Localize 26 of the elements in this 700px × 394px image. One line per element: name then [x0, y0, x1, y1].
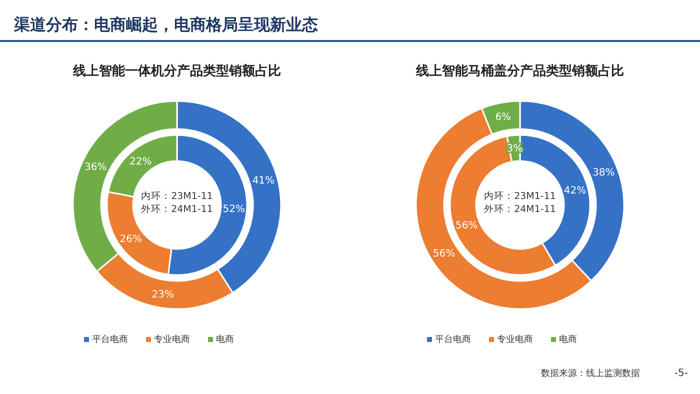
text: 外环：24M1-11	[141, 204, 213, 215]
data-label: 41%	[252, 175, 275, 186]
data-label: 26%	[120, 234, 142, 246]
data-label: 56%	[432, 248, 456, 260]
text: 渠道分布：电商崛起，电商格局呈现新业态	[13, 15, 318, 34]
text: 外环：24M1-11	[484, 204, 556, 215]
data-label: 42%	[564, 186, 586, 197]
legend-label: 专业电商	[497, 334, 533, 345]
data-label: 6%	[495, 112, 512, 124]
legend-label: 平台电商	[92, 334, 128, 345]
data-label: 56%	[455, 220, 478, 232]
data-label: 38%	[592, 167, 615, 178]
legend-label: 电商	[216, 334, 234, 345]
text: -5-	[674, 368, 688, 379]
data-label: 23%	[152, 289, 174, 300]
data-label: 52%	[222, 204, 246, 216]
data-label: 36%	[84, 162, 107, 174]
chart-title: 线上智能马桶盖分产品类型销额占比	[415, 63, 624, 79]
legend-label: 电商	[559, 334, 577, 345]
text: 内环：23M1-11	[484, 190, 556, 202]
data-label: 22%	[130, 156, 152, 168]
legend-label: 平台电商	[435, 334, 471, 345]
source-note: 数据来源：线上监测数据	[541, 368, 640, 379]
text: 内环：23M1-11	[141, 190, 213, 202]
legend-label: 专业电商	[154, 334, 190, 345]
chart-title: 线上智能一体机分产品类型销额占比	[72, 63, 281, 79]
